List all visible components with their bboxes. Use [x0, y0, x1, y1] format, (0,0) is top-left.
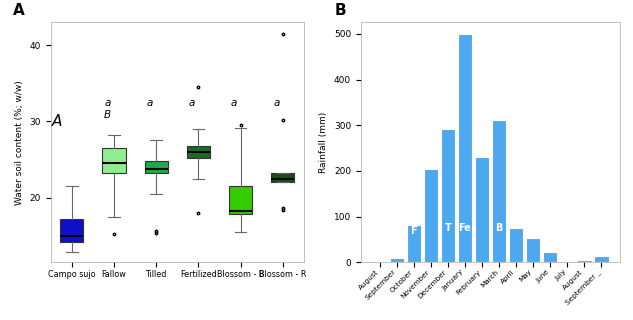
Bar	[441, 129, 455, 262]
Text: T: T	[444, 223, 451, 233]
Bar	[492, 120, 506, 262]
Bar	[594, 256, 608, 262]
Text: B: B	[104, 110, 111, 120]
Y-axis label: Water soil content (%; w/w): Water soil content (%; w/w)	[15, 80, 24, 205]
Text: B: B	[496, 223, 503, 233]
Bar	[406, 225, 421, 262]
Y-axis label: Rainfall (mm): Rainfall (mm)	[319, 112, 329, 173]
Text: a: a	[273, 98, 280, 108]
PathPatch shape	[144, 161, 168, 173]
Text: a: a	[147, 98, 153, 108]
Text: A: A	[13, 3, 25, 18]
Bar	[560, 261, 575, 262]
Text: a: a	[189, 98, 195, 108]
PathPatch shape	[103, 148, 125, 173]
Text: B: B	[335, 3, 346, 18]
Text: a: a	[231, 98, 237, 108]
PathPatch shape	[271, 173, 294, 182]
Bar	[543, 252, 558, 262]
Text: A: A	[51, 114, 62, 129]
Bar	[423, 169, 438, 262]
Bar	[458, 34, 472, 262]
Bar	[475, 157, 489, 262]
Text: C: C	[410, 220, 418, 229]
Bar	[390, 258, 404, 262]
Text: a: a	[104, 98, 111, 108]
Bar	[509, 228, 523, 262]
Bar	[526, 238, 541, 262]
PathPatch shape	[229, 186, 252, 214]
PathPatch shape	[187, 146, 210, 158]
PathPatch shape	[60, 219, 84, 242]
Text: F: F	[411, 226, 417, 236]
Bar	[577, 260, 591, 262]
Text: Fe: Fe	[458, 223, 472, 233]
